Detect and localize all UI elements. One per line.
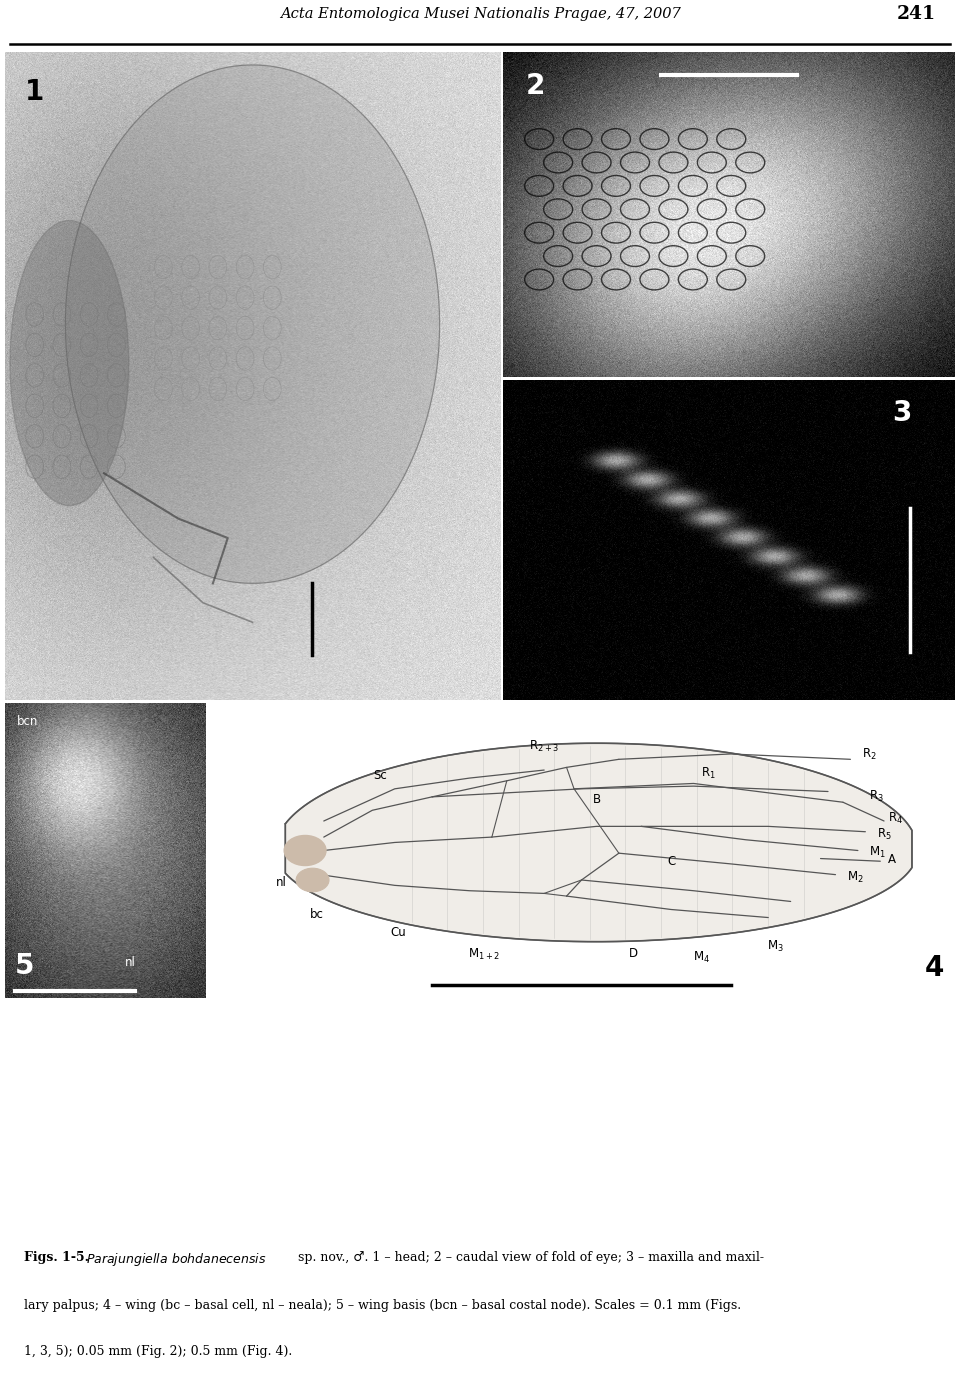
Text: R$_2$: R$_2$ <box>862 746 876 761</box>
Text: 5: 5 <box>15 953 35 981</box>
Text: 1: 1 <box>25 78 44 106</box>
Text: bcn: bcn <box>17 715 38 728</box>
Text: 4: 4 <box>924 954 944 982</box>
Text: 1, 3, 5); 0.05 mm (Fig. 2); 0.5 mm (Fig. 4).: 1, 3, 5); 0.05 mm (Fig. 2); 0.5 mm (Fig.… <box>24 1344 292 1358</box>
Text: R$_3$: R$_3$ <box>869 789 884 805</box>
Text: R$_5$: R$_5$ <box>876 827 891 842</box>
Text: B: B <box>592 793 601 806</box>
Text: Figs. 1-5.: Figs. 1-5. <box>24 1250 93 1264</box>
Polygon shape <box>10 221 129 506</box>
Text: 2: 2 <box>526 71 545 99</box>
Text: bc: bc <box>310 908 324 922</box>
Text: R$_{2+3}$: R$_{2+3}$ <box>529 739 560 754</box>
Text: 3: 3 <box>892 400 911 427</box>
Text: nl: nl <box>276 876 286 888</box>
Text: $\it{Parajungiella\ bohdanecensis}$: $\it{Parajungiella\ bohdanecensis}$ <box>86 1250 267 1268</box>
Text: M$_4$: M$_4$ <box>692 950 709 965</box>
Text: M$_3$: M$_3$ <box>767 939 784 954</box>
Text: R$_1$: R$_1$ <box>701 766 716 781</box>
Text: M$_1$: M$_1$ <box>869 845 886 859</box>
Circle shape <box>284 835 326 866</box>
Circle shape <box>296 868 329 891</box>
Text: D: D <box>629 947 638 960</box>
Polygon shape <box>285 743 912 942</box>
Text: M$_2$: M$_2$ <box>847 870 863 884</box>
Text: M$_{1+2}$: M$_{1+2}$ <box>468 947 500 963</box>
Text: nl: nl <box>125 956 136 968</box>
Text: A: A <box>888 854 896 866</box>
Text: sp. nov., ♂. 1 – head; 2 – caudal view of fold of eye; 3 – maxilla and maxil-: sp. nov., ♂. 1 – head; 2 – caudal view o… <box>295 1250 764 1264</box>
Text: Cu: Cu <box>391 926 406 939</box>
Text: Sc: Sc <box>372 768 387 782</box>
Text: R$_4$: R$_4$ <box>888 810 902 826</box>
Text: 241: 241 <box>897 6 936 24</box>
Polygon shape <box>65 66 440 584</box>
Text: Acta Entomologica Musei Nationalis Pragae, 47, 2007: Acta Entomologica Musei Nationalis Praga… <box>279 7 681 21</box>
Text: lary palpus; 4 – wing (bc – basal cell, nl – neala); 5 – wing basis (bcn – basal: lary palpus; 4 – wing (bc – basal cell, … <box>24 1299 741 1312</box>
Text: C: C <box>667 855 675 868</box>
